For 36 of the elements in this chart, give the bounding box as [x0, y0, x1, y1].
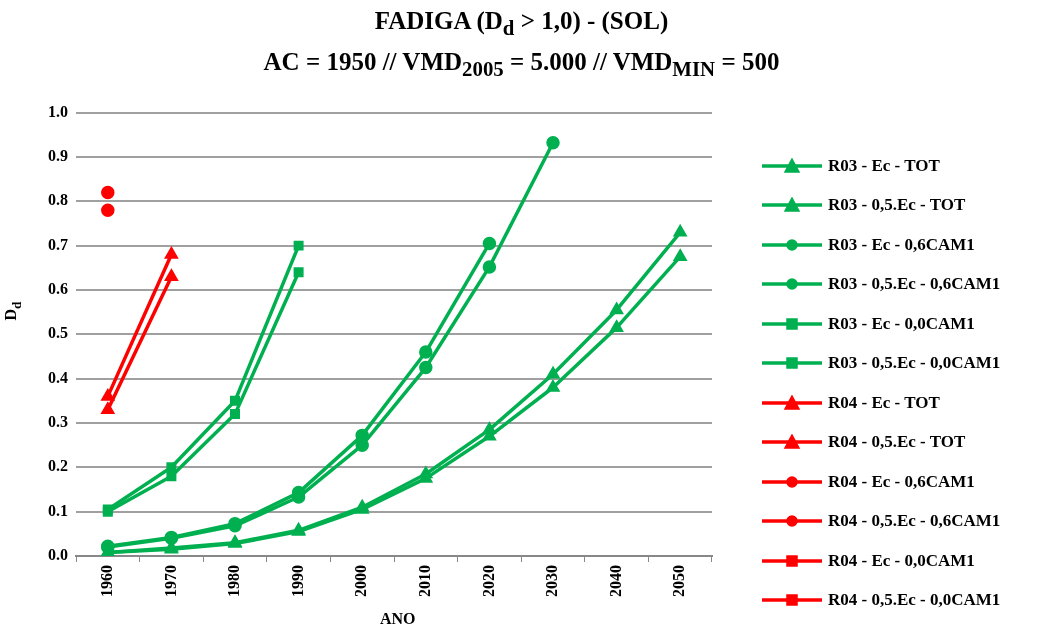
y-tick-label: 1.0 [48, 102, 68, 120]
x-tick-label: 1990 [288, 565, 306, 597]
legend-label: R03 - Ec - 0,6CAM1 [828, 234, 975, 255]
legend-label: R04 - 0,5.Ec - TOT [828, 432, 966, 453]
y-tick-label: 0.2 [48, 457, 68, 475]
legend-label: R04 - 0,5.Ec - 0,0CAM1 [828, 590, 1001, 611]
y-tick-label: 0.7 [48, 235, 68, 253]
x-tick-label: 2020 [479, 565, 497, 597]
legend-label: R04 - Ec - 0,6CAM1 [828, 471, 975, 492]
x-tick-label: 1970 [161, 565, 179, 597]
legend-label: R03 - Ec - TOT [828, 155, 940, 176]
y-tick-label: 0.5 [48, 324, 68, 342]
x-tick-label: 2040 [606, 565, 624, 597]
legend-label: R03 - 0,5.Ec - 0,6CAM1 [828, 274, 1001, 295]
y-tick-label: 0.9 [48, 147, 68, 165]
y-tick-label: 0.4 [48, 368, 68, 386]
x-axis-title: ANO [380, 610, 416, 628]
legend-label: R04 - 0,5.Ec - 0,6CAM1 [828, 511, 1001, 532]
x-tick-label: 2030 [543, 565, 561, 597]
x-tick-label: 1960 [97, 565, 115, 597]
x-tick-label: 2010 [415, 565, 433, 597]
legend-label: R04 - Ec - 0,0CAM1 [828, 550, 975, 571]
y-tick-label: 0.6 [48, 280, 68, 298]
chart-title: FADIGA (D$_{d}$ > 1,0) - (SOL) [373, 6, 670, 42]
y-tick-label: 0.1 [48, 501, 68, 519]
x-tick-label: 2000 [352, 565, 370, 597]
legend-label: R03 - 0,5.Ec - 0,0CAM1 [828, 353, 1001, 374]
y-tick-label: 0.3 [48, 413, 68, 431]
y-tick-label: 0.0 [48, 546, 68, 564]
legend-label: R03 - Ec - 0,0CAM1 [828, 313, 975, 334]
legend-label: R04 - Ec - TOT [828, 392, 940, 413]
y-tick-label: 0.8 [48, 191, 68, 209]
chart-subtitle: AC = 1950 // VMD$_{2005}$ = 5.000 // VMD$_{MIN}$ = 500 [262, 47, 781, 83]
x-tick-label: 1980 [225, 565, 243, 597]
x-tick-label: 2050 [670, 565, 688, 597]
legend-label: R03 - 0,5.Ec - TOT [828, 195, 966, 216]
